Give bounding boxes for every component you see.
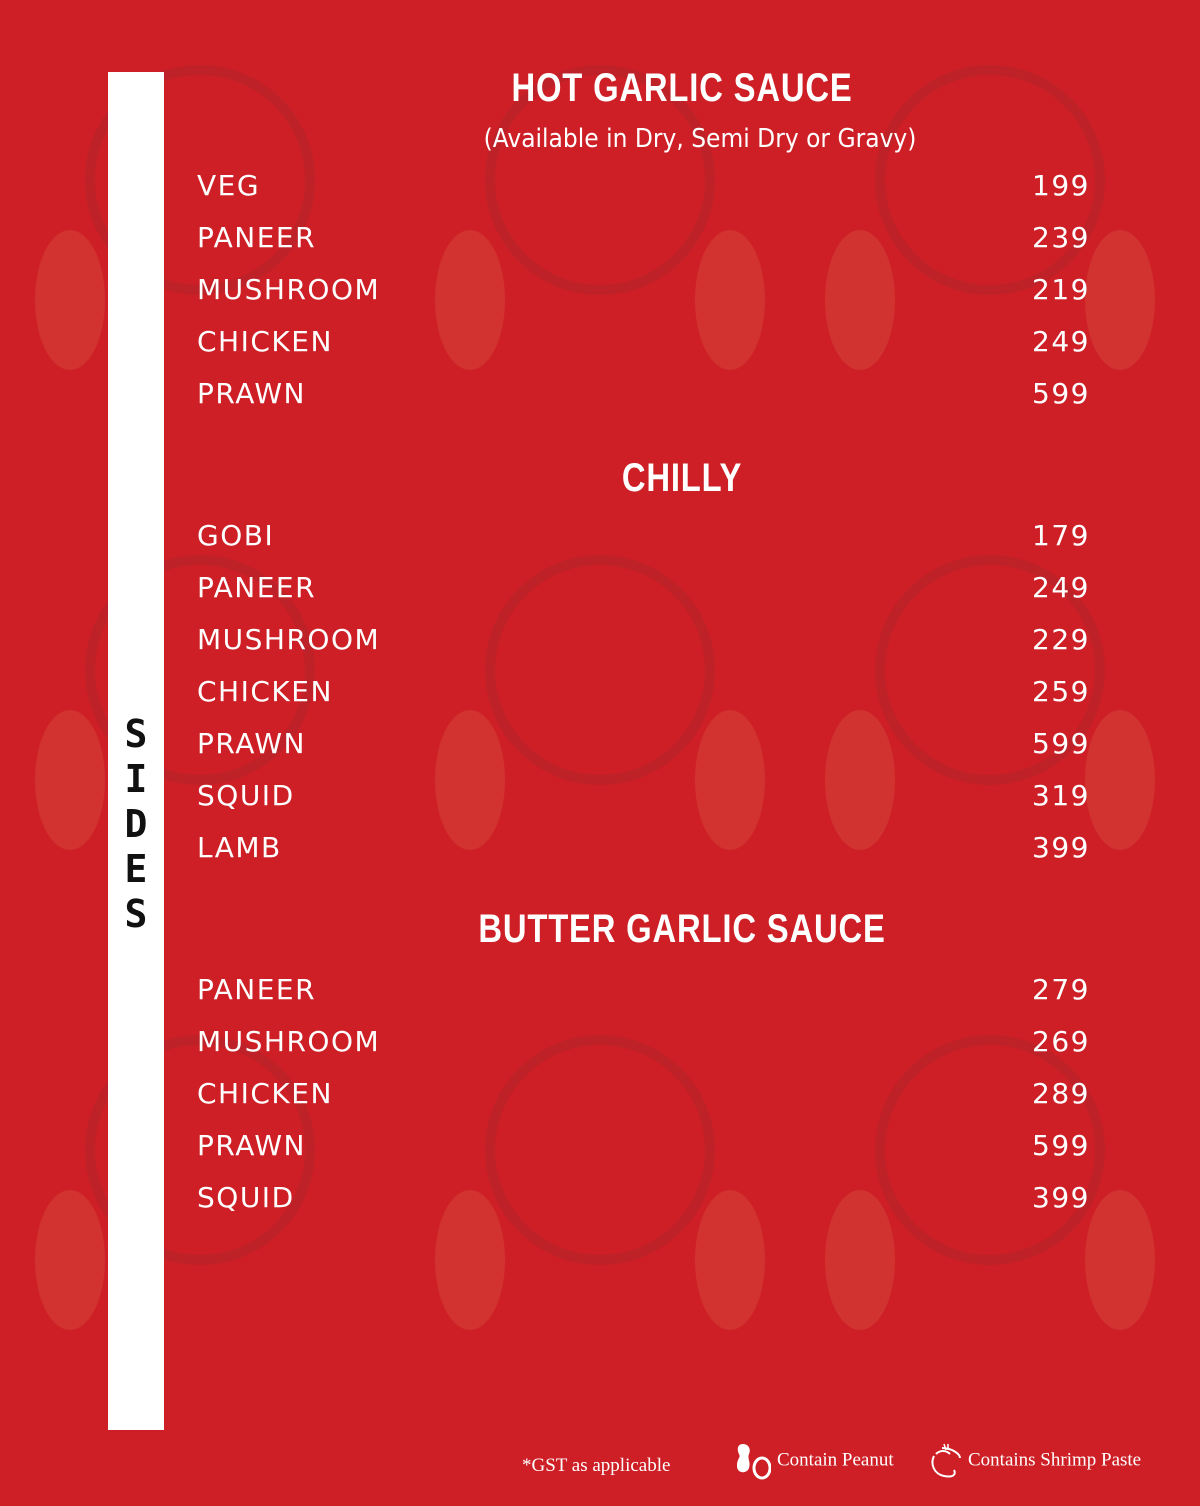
side-letter: D bbox=[124, 802, 148, 846]
item-price: 599 bbox=[1032, 726, 1090, 760]
item-price: 219 bbox=[1032, 272, 1090, 306]
sidebar-band: S I D E S bbox=[108, 72, 164, 1430]
section-subtitle: (Available in Dry, Semi Dry or Gravy) bbox=[483, 124, 917, 154]
item-price: 599 bbox=[1032, 1128, 1090, 1162]
item-price: 229 bbox=[1032, 622, 1090, 656]
item-name: CHICKEN bbox=[197, 1076, 333, 1110]
item-name: GOBI bbox=[197, 518, 275, 552]
menu-item: MUSHROOM 269 bbox=[197, 1021, 1090, 1061]
item-name: PANEER bbox=[197, 570, 317, 604]
peanut-icon bbox=[737, 1444, 771, 1480]
item-name: MUSHROOM bbox=[197, 1024, 381, 1058]
item-price: 259 bbox=[1032, 674, 1090, 708]
item-name: MUSHROOM bbox=[197, 622, 381, 656]
sides-label: S I D E S bbox=[108, 712, 164, 937]
menu-item: MUSHROOM 229 bbox=[197, 619, 1090, 659]
item-name: VEG bbox=[197, 168, 261, 202]
side-letter: S bbox=[124, 892, 148, 936]
item-price: 269 bbox=[1032, 1024, 1090, 1058]
item-price: 249 bbox=[1032, 570, 1090, 604]
menu-item: PANEER 249 bbox=[197, 567, 1090, 607]
menu-item: PRAWN 599 bbox=[197, 1125, 1090, 1165]
gst-note: *GST as applicable bbox=[522, 1455, 671, 1476]
peanut-label: Contain Peanut bbox=[777, 1449, 894, 1471]
item-name: LAMB bbox=[197, 830, 282, 864]
menu-item: PANEER 279 bbox=[197, 969, 1090, 1009]
item-price: 399 bbox=[1032, 1180, 1090, 1214]
menu-item: CHICKEN 289 bbox=[197, 1073, 1090, 1113]
menu-item: CHICKEN 259 bbox=[197, 671, 1090, 711]
item-price: 399 bbox=[1032, 830, 1090, 864]
item-price: 249 bbox=[1032, 324, 1090, 358]
menu-item: PRAWN 599 bbox=[197, 723, 1090, 763]
menu-item: GOBI 179 bbox=[197, 515, 1090, 555]
item-price: 289 bbox=[1032, 1076, 1090, 1110]
item-price: 179 bbox=[1032, 518, 1090, 552]
shrimp-icon bbox=[931, 1443, 961, 1478]
menu-item: MUSHROOM 219 bbox=[197, 269, 1090, 309]
shrimp-legend: Contains Shrimp Paste bbox=[928, 1442, 1141, 1480]
menu-item: SQUID 319 bbox=[197, 775, 1090, 815]
menu-item: VEG 199 bbox=[197, 165, 1090, 205]
side-letter: E bbox=[124, 847, 148, 891]
section-title: HOT GARLIC SAUCE bbox=[511, 66, 853, 110]
menu-item: PANEER 239 bbox=[197, 217, 1090, 257]
item-name: PANEER bbox=[197, 972, 317, 1006]
item-name: SQUID bbox=[197, 778, 295, 812]
item-price: 239 bbox=[1032, 220, 1090, 254]
menu-item: SQUID 399 bbox=[197, 1177, 1090, 1217]
menu-item: PRAWN 599 bbox=[197, 373, 1090, 413]
item-name: PRAWN bbox=[197, 1128, 306, 1162]
menu-item: LAMB 399 bbox=[197, 827, 1090, 867]
item-name: PRAWN bbox=[197, 726, 306, 760]
item-price: 319 bbox=[1032, 778, 1090, 812]
side-letter: I bbox=[124, 757, 148, 801]
item-name: PRAWN bbox=[197, 376, 306, 410]
item-name: CHICKEN bbox=[197, 324, 333, 358]
side-letter: S bbox=[124, 712, 148, 756]
section-title: CHILLY bbox=[621, 456, 743, 500]
section-title: BUTTER GARLIC SAUCE bbox=[478, 907, 886, 951]
shrimp-label: Contains Shrimp Paste bbox=[968, 1449, 1142, 1471]
item-name: CHICKEN bbox=[197, 674, 333, 708]
item-price: 599 bbox=[1032, 376, 1090, 410]
menu-item: CHICKEN 249 bbox=[197, 321, 1090, 361]
item-price: 199 bbox=[1032, 168, 1090, 202]
item-name: SQUID bbox=[197, 1180, 295, 1214]
item-name: MUSHROOM bbox=[197, 272, 381, 306]
item-name: PANEER bbox=[197, 220, 317, 254]
peanut-legend: Contain Peanut bbox=[735, 1442, 894, 1480]
item-price: 279 bbox=[1032, 972, 1090, 1006]
